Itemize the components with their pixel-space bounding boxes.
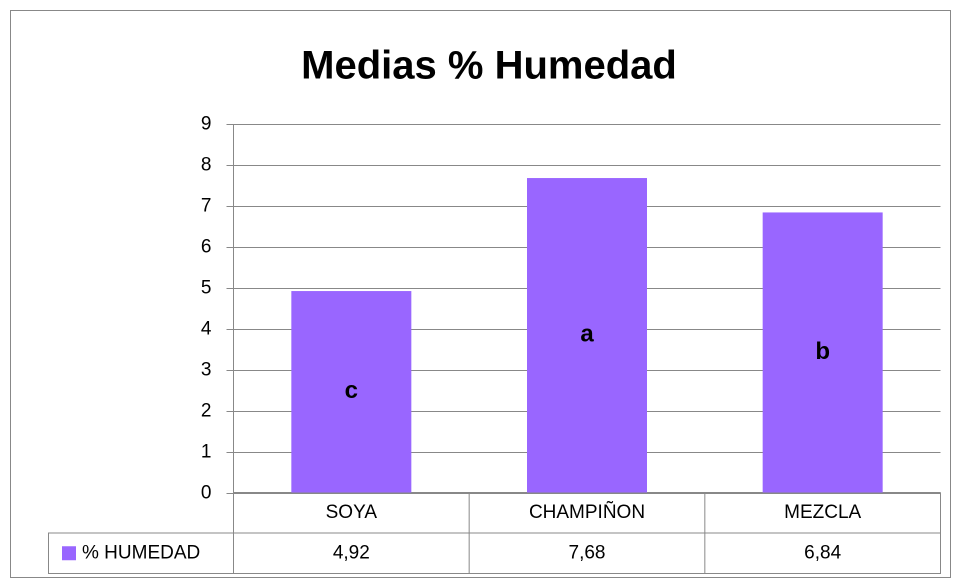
legend-label: % HUMEDAD xyxy=(82,542,200,563)
y-tick-label: 2 xyxy=(201,401,212,422)
chart-title: Medias % Humedad xyxy=(301,44,677,88)
table-value: 4,92 xyxy=(333,542,370,563)
legend-swatch xyxy=(62,546,76,561)
y-tick-label: 9 xyxy=(201,114,212,135)
x-tick-label: CHAMPIÑON xyxy=(529,501,645,523)
y-tick-label: 5 xyxy=(201,278,212,299)
y-tick-label: 6 xyxy=(201,237,212,258)
bar xyxy=(527,178,647,493)
y-tick-label: 3 xyxy=(201,360,212,381)
table-value: 7,68 xyxy=(569,542,606,563)
bar-annotation: c xyxy=(345,377,358,404)
y-tick-label: 0 xyxy=(201,483,212,504)
table-value: 6,84 xyxy=(804,542,841,563)
bar xyxy=(762,212,883,493)
y-tick-label: 8 xyxy=(201,155,212,176)
data-table-border xyxy=(48,532,941,574)
bar-annotation: a xyxy=(580,321,594,348)
y-tick-label: 4 xyxy=(201,319,212,340)
x-tick-label: SOYA xyxy=(326,502,378,523)
y-tick-label: 7 xyxy=(201,196,212,217)
bar-annotation: b xyxy=(815,338,830,365)
bar xyxy=(291,291,412,493)
y-tick-label: 1 xyxy=(201,442,212,463)
x-tick-label: MEZCLA xyxy=(784,502,861,523)
